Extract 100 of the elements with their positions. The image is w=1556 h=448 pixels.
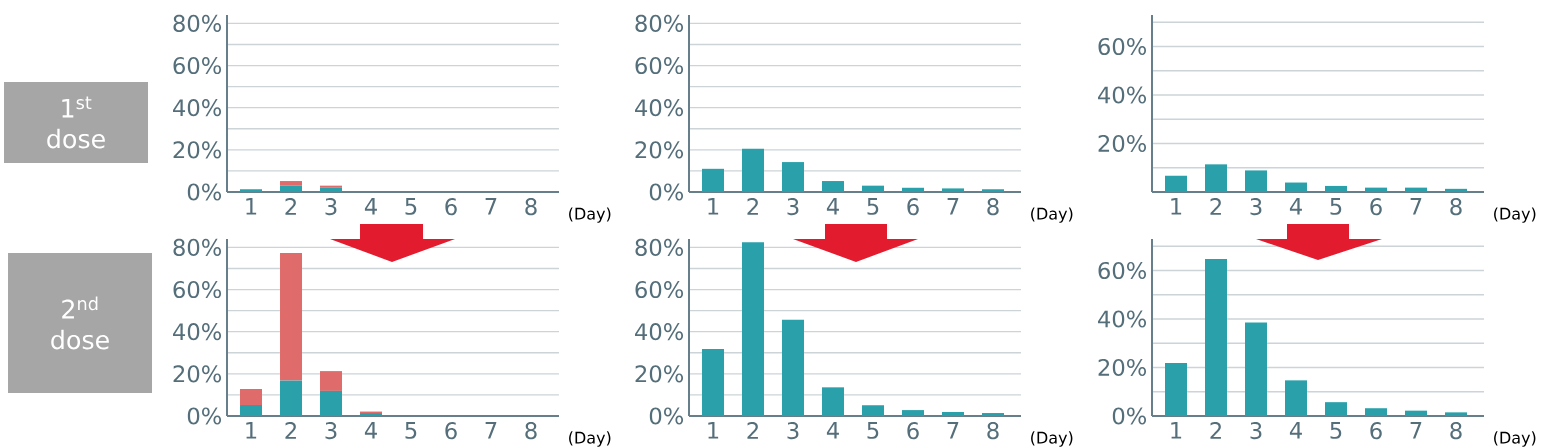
- bar: [320, 371, 343, 391]
- x-axis-title: (Day): [1031, 431, 1073, 447]
- x-tick-label: 5: [1330, 198, 1342, 215]
- y-tick-label: 80%: [635, 14, 684, 32]
- y-tick-label: 40%: [173, 323, 222, 341]
- y-tick-label: 20%: [635, 365, 684, 383]
- y-tick-label: 40%: [635, 99, 684, 117]
- y-tick-label: 20%: [1098, 358, 1147, 377]
- x-tick-label: 1: [708, 422, 719, 439]
- x-tick-label: 6: [1370, 198, 1382, 216]
- y-tick-label: 20%: [173, 365, 222, 383]
- text: 1$^{st}$ dose: [47, 96, 105, 149]
- bar: [1165, 362, 1187, 416]
- x-tick-label: 2: [747, 198, 758, 215]
- x-tick-label: 3: [1250, 198, 1262, 216]
- bar: [240, 389, 263, 406]
- bar: [1364, 408, 1387, 416]
- x-tick-label: 4: [826, 422, 839, 439]
- x-tick-label: 5: [405, 198, 417, 215]
- bar: [1285, 380, 1307, 416]
- y-tick-label: 60%: [1098, 37, 1147, 56]
- x-tick-label: 2: [285, 422, 296, 439]
- bar: [902, 410, 924, 416]
- y-tick-label: 80%: [173, 14, 222, 32]
- bar: [280, 253, 303, 381]
- bar: [1444, 188, 1467, 192]
- x-axis-title: (Day): [1494, 431, 1536, 447]
- bar: [1404, 187, 1427, 192]
- y-tick-label: 40%: [635, 323, 684, 341]
- x-tick-label: 6: [907, 422, 919, 440]
- y-tick-label: 0%: [1112, 407, 1147, 425]
- x-tick-label: 7: [485, 198, 497, 215]
- x-tick-label: 3: [325, 422, 337, 440]
- x-tick-label: 4: [1289, 198, 1302, 215]
- x-tick-label: 8: [1450, 422, 1462, 440]
- y-tick-label: 60%: [635, 280, 684, 299]
- x-tick-label: 2: [1210, 198, 1221, 215]
- x-axis-title: (Day): [569, 431, 611, 447]
- x-tick-label: 5: [867, 198, 879, 215]
- bar: [742, 148, 765, 192]
- y-tick-label: 60%: [173, 280, 222, 299]
- y-tick-label: 40%: [173, 99, 222, 117]
- y-tick-label: 20%: [1098, 134, 1147, 153]
- bar: [1364, 187, 1387, 192]
- y-tick-label: 40%: [1098, 310, 1147, 328]
- x-tick-label: 7: [485, 422, 497, 439]
- y-tick-label: 0%: [187, 183, 222, 201]
- x-tick-label: 2: [747, 422, 758, 439]
- x-tick-label: 8: [525, 422, 537, 440]
- x-axis-title: (Day): [569, 207, 611, 223]
- bar: [1245, 322, 1267, 416]
- bar: [1404, 410, 1427, 416]
- x-tick-label: 7: [947, 422, 959, 439]
- x-tick-label: 5: [1330, 422, 1342, 439]
- x-tick-label: 5: [867, 422, 879, 439]
- x-tick-label: 1: [246, 422, 257, 439]
- x-tick-label: 7: [947, 198, 959, 215]
- bar: [280, 380, 303, 416]
- x-tick-label: 6: [907, 198, 919, 216]
- x-tick-label: 3: [325, 198, 337, 216]
- bar: [1444, 412, 1467, 416]
- x-tick-label: 8: [987, 198, 999, 216]
- bar: [1285, 182, 1307, 192]
- bar: [320, 390, 343, 416]
- x-tick-label: 3: [1250, 422, 1262, 440]
- x-tick-label: 2: [285, 198, 296, 215]
- bar: [240, 405, 263, 416]
- y-tick-label: 0%: [649, 407, 684, 425]
- x-tick-label: 6: [445, 422, 457, 440]
- y-tick-label: 20%: [635, 141, 684, 159]
- y-tick-label: 60%: [173, 56, 222, 75]
- x-axis-title: (Day): [1031, 207, 1073, 223]
- x-tick-label: 8: [987, 422, 999, 440]
- x-tick-label: 1: [1171, 422, 1182, 439]
- x-tick-label: 8: [1450, 198, 1462, 216]
- bar: [1325, 402, 1347, 416]
- x-tick-label: 1: [1171, 198, 1182, 215]
- x-tick-label: 4: [1289, 422, 1302, 439]
- bar: [702, 348, 725, 416]
- bar: [981, 189, 1004, 192]
- x-tick-label: 4: [364, 422, 377, 439]
- y-tick-label: 20%: [173, 141, 222, 159]
- bar: [1245, 170, 1267, 192]
- bar: [822, 387, 844, 416]
- bar: [1205, 164, 1227, 192]
- x-tick-label: 7: [1410, 422, 1422, 439]
- x-tick-label: 8: [525, 198, 537, 216]
- y-tick-label: 40%: [1098, 86, 1147, 104]
- x-tick-label: 1: [708, 198, 719, 215]
- bar: [782, 319, 804, 416]
- x-tick-label: 7: [1410, 198, 1422, 215]
- bar: [782, 162, 804, 192]
- bar: [1205, 258, 1227, 416]
- x-tick-label: 5: [405, 422, 417, 439]
- bar: [862, 405, 884, 416]
- x-tick-label: 6: [1370, 422, 1382, 440]
- y-tick-label: 80%: [635, 238, 684, 256]
- bar: [902, 187, 924, 192]
- bar: [1165, 175, 1187, 192]
- y-tick-label: 60%: [1098, 261, 1147, 280]
